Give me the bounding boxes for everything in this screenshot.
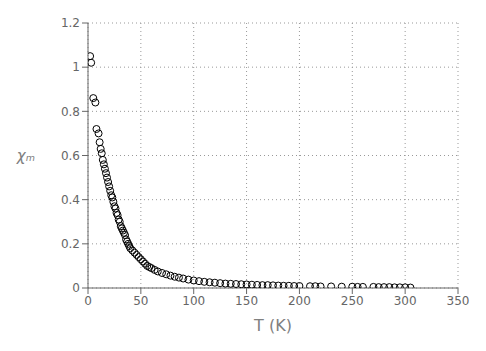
svg-text:1.2: 1.2 — [61, 16, 80, 30]
svg-text:0.6: 0.6 — [61, 149, 80, 163]
svg-text:250: 250 — [341, 294, 364, 308]
svg-text:1: 1 — [72, 60, 80, 74]
svg-text:χₘ: χₘ — [16, 147, 35, 165]
svg-text:0.8: 0.8 — [61, 105, 80, 119]
svg-text:350: 350 — [447, 294, 470, 308]
svg-text:150: 150 — [235, 294, 258, 308]
svg-text:0: 0 — [72, 281, 80, 295]
svg-text:0.2: 0.2 — [61, 237, 80, 251]
svg-text:100: 100 — [182, 294, 205, 308]
svg-text:0.4: 0.4 — [61, 193, 80, 207]
svg-text:T (K): T (K) — [253, 316, 292, 335]
svg-text:200: 200 — [288, 294, 311, 308]
svg-text:0: 0 — [84, 294, 92, 308]
svg-text:50: 50 — [133, 294, 148, 308]
svg-text:300: 300 — [394, 294, 417, 308]
